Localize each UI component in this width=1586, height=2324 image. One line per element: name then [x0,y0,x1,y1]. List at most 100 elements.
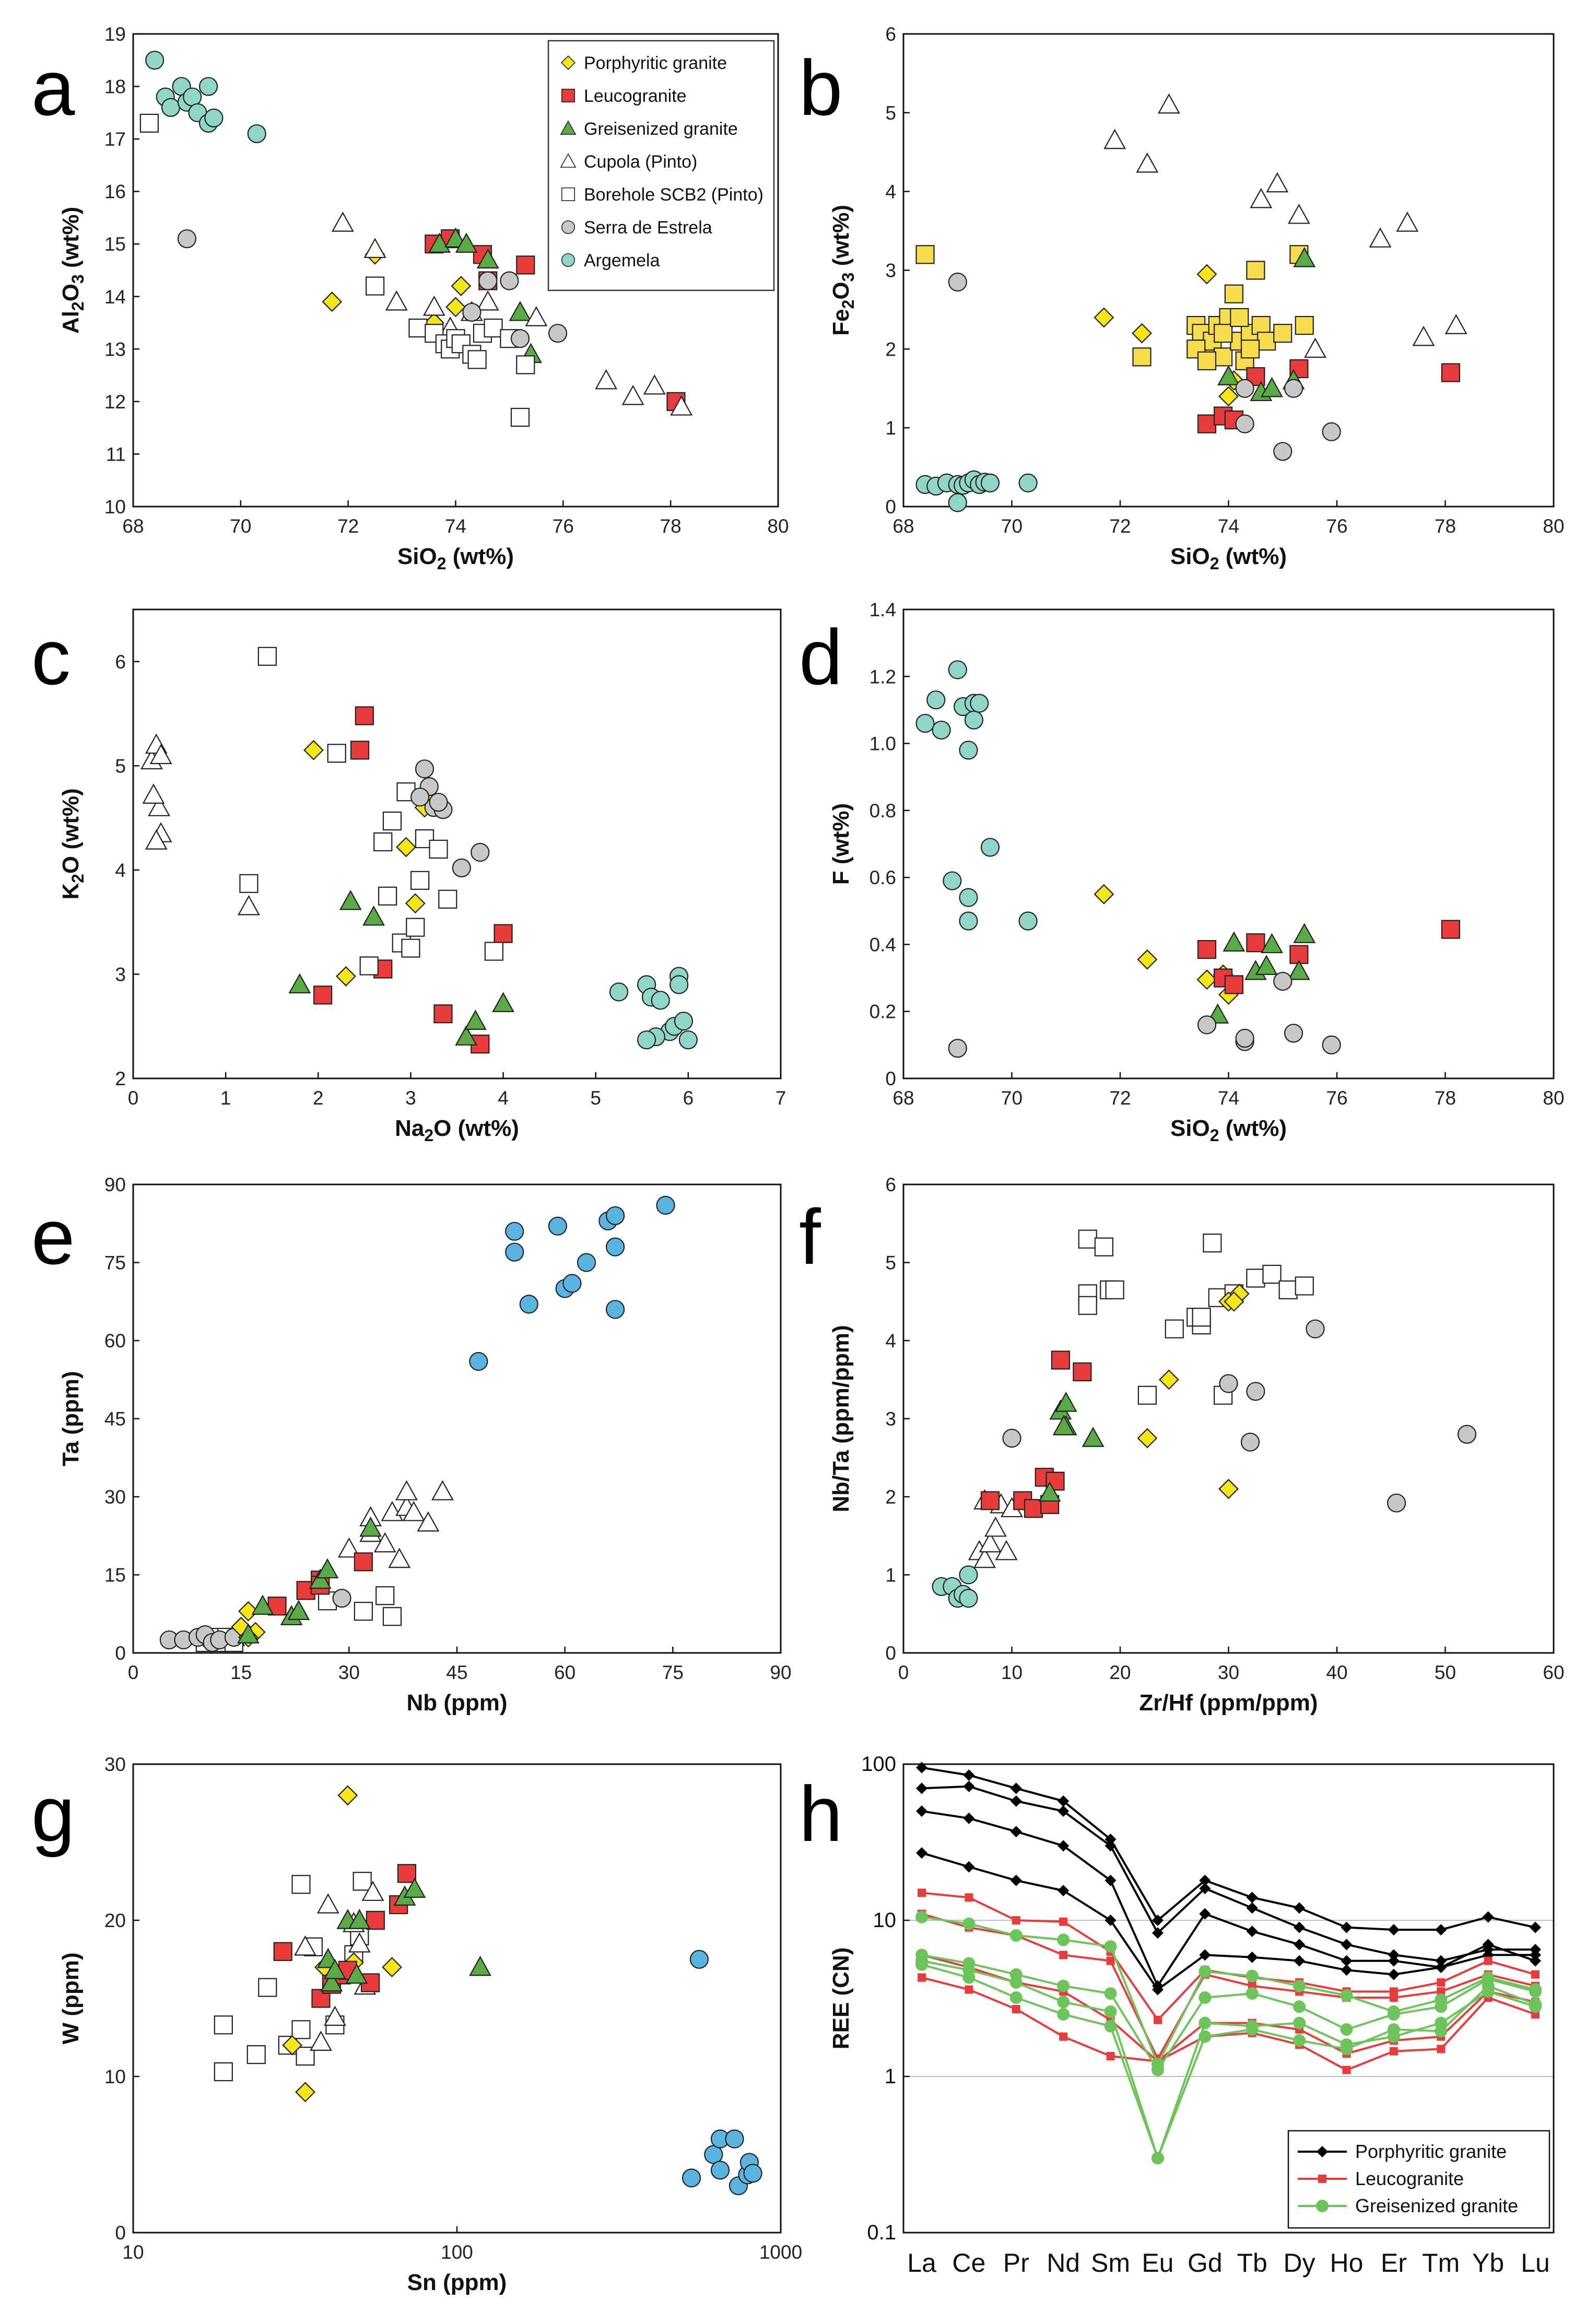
data-point-porphyritic-granite [295,2082,315,2103]
ree-point-porphyritic-granite-2 [1105,1840,1117,1852]
y-tick-label: 19 [104,24,126,45]
y-tick-label: 0 [115,1642,126,1664]
panel-label: b [799,44,842,132]
panel-label: h [799,1770,842,1858]
legend-label: Greisenized granite [1355,2195,1518,2216]
data-point-argemela [247,124,266,144]
data-point-cupola-pinto [373,1532,396,1553]
y-tick-label: 12 [104,391,126,413]
data-point-greisenized-granite [1261,377,1283,397]
ree-point-porphyritic-granite-4 [916,1847,927,1859]
x-tick-label-pr: Pr [1003,2248,1029,2278]
data-point-porphyritic-granite-squares [1224,284,1243,303]
data-point-borehole-scb2-pinto [1192,1308,1211,1327]
ree-point-porphyritic-granite-4 [1388,1968,1400,1980]
y-tick-label: 3 [885,260,896,281]
data-point-greisenized-granite [320,1971,343,1992]
y-tick-label: 1.2 [870,666,896,687]
data-point-greisenized-granite [251,1594,274,1615]
y-axis-label: Ta (ppm) [58,1371,84,1466]
data-point-argemela [948,493,967,512]
data-point-borehole-scb2-pinto [510,407,530,427]
data-point-serra-de-estrela [1284,379,1303,398]
data-point-porphyritic-granite-squares [1186,339,1206,359]
ree-point-porphyritic-granite-3 [1388,1955,1400,1967]
x-tick-label: 68 [122,515,144,537]
ree-point-greisenized-granite-4 [1057,2008,1070,2021]
legend-a: Porphyritic granite Leucogranite Greiseniz… [547,40,775,291]
data-point-greisenized-granite [288,973,311,994]
data-point-blue-nb-ta-rich [606,1237,625,1257]
y-tick-label: 100 [861,1753,896,1776]
data-point-leucogranite [1024,1499,1043,1518]
legend-marker-greisenized-granite [1316,2200,1329,2212]
y-tick-label: 1.0 [870,733,896,755]
plot-frame [132,1763,782,2234]
x-tick-label: 70 [230,515,251,537]
ree-point-leucogranite-4 [1342,2065,1351,2074]
ree-point-leucogranite-4 [1437,2045,1446,2053]
data-point-porphyritic-granite-squares [1251,315,1271,335]
data-point-greisenized-granite [348,1909,371,1929]
ree-point-greisenized-granite-3 [1104,2005,1117,2018]
y-tick-label: 6 [885,1174,896,1195]
ree-point-greisenized-granite-1 [1057,1933,1070,1946]
ree-point-leucogranite-1 [1012,1916,1020,1924]
data-point-borehole-scb2-pinto [1078,1296,1097,1315]
data-point-serra-de-estrela [1002,1428,1021,1448]
data-point-serra-de-estrela [415,759,434,779]
data-point-cupola-pinto [1136,152,1159,173]
x-tick-label: 76 [1326,1087,1347,1109]
plot-frame [132,1183,782,1654]
data-point-serra-de-estrela [332,1589,351,1608]
y-axis-label: F (wt%) [828,803,854,885]
x-tick-label: 100 [441,2241,473,2263]
panel-label: f [799,1193,821,1281]
data-point-greisenized-granite [1223,931,1246,952]
data-point-porphyritic-granite [337,1785,358,1806]
data-point-serra-de-estrela [1306,1319,1325,1339]
ree-point-greisenized-granite-2 [1387,2008,1400,2021]
ree-line-greisenized-granite-3 [921,1959,1536,2162]
data-point-porphyritic-granite [1137,949,1158,970]
data-point-cupola-pinto [1396,212,1419,232]
panel-b: 0 1 2 3 4 5 6 68 70 72 74 76 78 80 SiO2 (wt%) Fe2O3 (wt… [799,24,1565,573]
data-point-cupola-pinto [621,385,644,405]
data-point-borehole-scb2-pinto [1078,1229,1097,1249]
data-point-cupola-pinto [422,296,445,316]
y-tick-label: 15 [104,233,126,255]
data-point-porphyritic-granite [1218,386,1239,407]
y-tick-label: 0 [885,496,896,518]
data-point-cupola-pinto [1369,227,1392,248]
ree-point-leucogranite-1 [918,1888,926,1897]
data-point-serra-de-estrela [1235,1028,1254,1048]
legend-marker-leucogranite [561,88,575,103]
data-point-cupola-pinto [670,395,693,416]
data-point-borehole-scb2-pinto [239,874,259,893]
y-tick-label: 0.4 [870,934,896,955]
ree-point-porphyritic-granite [1482,1911,1494,1923]
data-point-borehole-scb2-pinto [214,2015,233,2035]
data-point-argemela [959,1589,978,1608]
y-tick-label: 0 [885,1642,896,1664]
legend-marker-serra-de-estrela [561,220,575,234]
x-tick-label-ho: Ho [1330,2248,1364,2278]
ree-point-leucogranite-1 [1059,1917,1068,1926]
x-tick-label-yb: Yb [1472,2248,1504,2278]
data-point-porphyritic-granite [396,837,416,858]
legend-label: Leucogranite [584,86,687,106]
y-tick-label: 13 [104,338,126,360]
data-point-cupola-pinto [995,1540,1018,1560]
panel-label: g [31,1770,75,1858]
data-point-cupola-pinto [294,1935,316,1956]
legend-marker-porphyritic-granite [561,55,575,70]
panel-label: a [31,44,75,132]
data-point-serra-de-estrela [510,329,530,348]
data-point-porphyritic-granite [282,2035,303,2056]
data-point-argemela [915,713,935,733]
data-point-porphyritic-granite-squares [1246,261,1265,280]
y-tick-label: 1 [885,1565,896,1586]
legend-label: Cupola (Pinto) [584,152,697,172]
legend-label: Greisenized granite [584,119,738,139]
ree-point-porphyritic-granite [1294,1902,1306,1914]
